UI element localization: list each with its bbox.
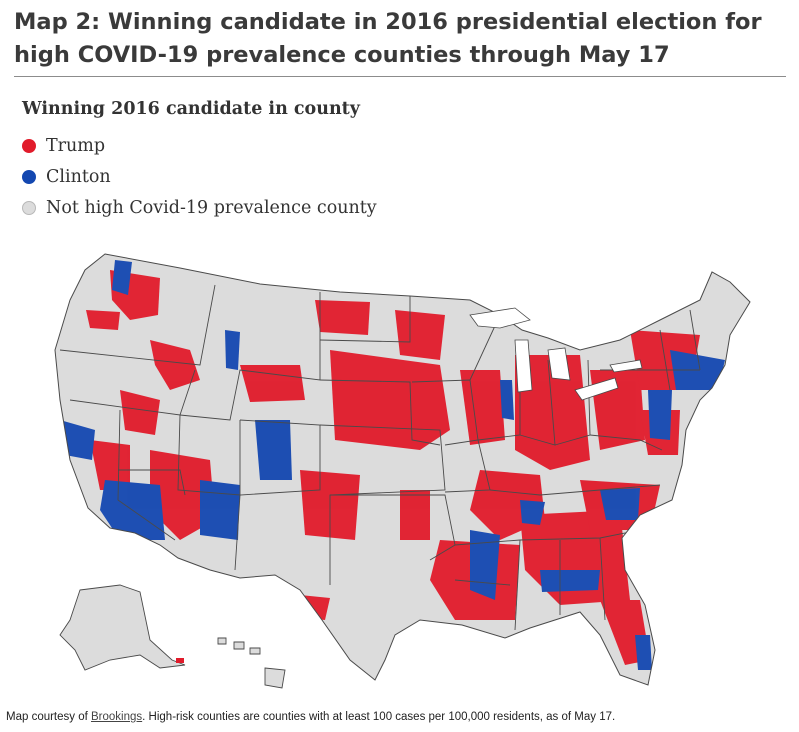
us-outline <box>54 253 751 686</box>
legend-label-clinton: Clinton <box>46 167 111 187</box>
alaska <box>59 584 186 671</box>
caption-suffix: . High-risk counties are counties with a… <box>142 711 616 723</box>
legend-item-clinton: Clinton <box>22 166 111 188</box>
state-borders <box>59 284 701 631</box>
legend-label-not-high: Not high Covid-19 prevalence county <box>46 198 377 218</box>
trump-swatch <box>22 139 36 153</box>
title-divider <box>14 76 786 77</box>
alaska-covid-county <box>176 658 184 663</box>
us-county-map <box>54 253 751 689</box>
map-title: Map 2: Winning candidate in 2016 preside… <box>14 9 762 68</box>
legend-item-not-high: Not high Covid-19 prevalence county <box>22 197 377 219</box>
caption-prefix: Map courtesy of <box>6 711 92 723</box>
legend-title: Winning 2016 candidate in county <box>22 99 360 119</box>
not-high-swatch <box>22 201 36 215</box>
legend-label-trump: Trump <box>46 136 106 156</box>
hawaii <box>217 637 286 689</box>
clinton-swatch <box>22 170 36 184</box>
brookings-link[interactable]: Brookings <box>91 711 143 723</box>
legend-item-trump: Trump <box>22 135 105 157</box>
great-lakes <box>469 307 643 401</box>
map-caption: Map courtesy of Brookings. High-risk cou… <box>6 711 615 723</box>
